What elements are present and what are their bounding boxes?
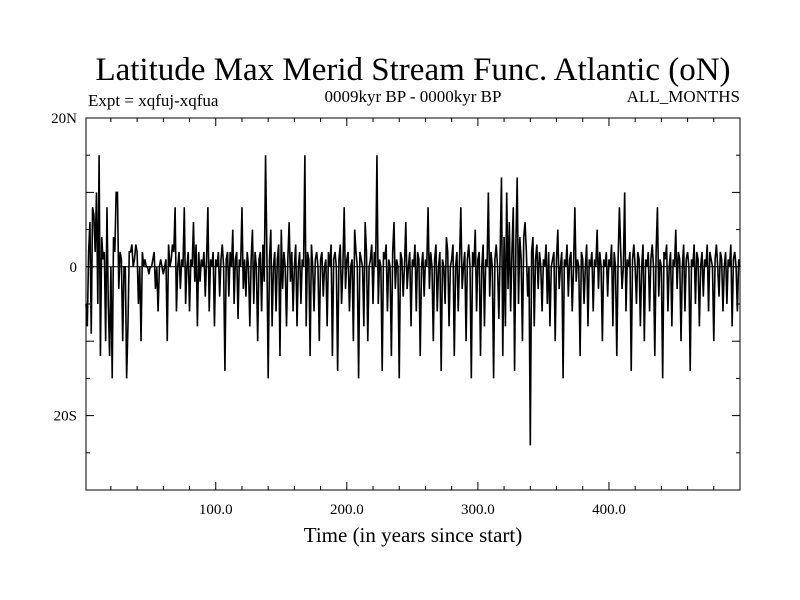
series-line: [85, 155, 741, 446]
x-axis-label: Time (in years since start): [304, 523, 523, 547]
y-tick-label: 0: [70, 260, 78, 276]
x-tick-label: 100.0: [199, 502, 233, 518]
y-axis-tick-labels: 20N 0 20S: [51, 111, 77, 425]
subtitle-experiment: Expt = xqfuj-xqfua: [88, 91, 219, 110]
x-axis-tick-labels: 100.0 200.0 300.0 400.0: [199, 502, 626, 518]
x-tick-label: 300.0: [461, 502, 495, 518]
x-tick-label: 400.0: [592, 502, 626, 518]
y-tick-label: 20S: [54, 409, 77, 425]
plot-frame: [85, 117, 741, 491]
x-axis-ticks: [110, 118, 715, 490]
subtitle-months: ALL_MONTHS: [627, 87, 740, 106]
y-axis-ticks: [86, 117, 740, 491]
chart-title: Latitude Max Merid Stream Func. Atlantic…: [95, 52, 730, 88]
x-tick-label: 200.0: [330, 502, 364, 518]
y-tick-label: 20N: [51, 111, 77, 127]
subtitle-period: 0009kyr BP - 0000kyr BP: [325, 87, 502, 106]
